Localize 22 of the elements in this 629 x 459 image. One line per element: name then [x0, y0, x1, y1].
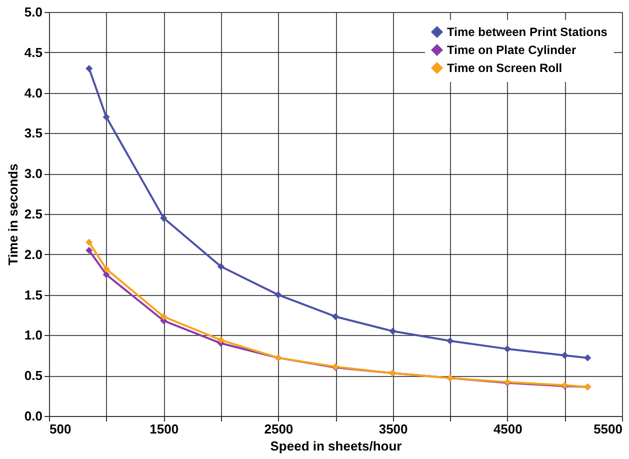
y-tick-label: 0.0 [24, 408, 42, 424]
y-axis-title: Time in seconds [5, 164, 20, 266]
y-tick-label: 1.0 [24, 328, 42, 343]
y-tick-label: 2.0 [24, 246, 42, 262]
y-tick-label: 1.5 [24, 287, 42, 302]
y-tick-label: 4.5 [24, 44, 42, 60]
x-tick-label: 5500 [594, 422, 622, 436]
x-tick-label: 2500 [264, 422, 294, 436]
y-tick-label: 0.5 [24, 368, 42, 384]
x-axis-title: Speed in sheets/hour [270, 438, 402, 454]
y-tick-label: 2.5 [24, 206, 42, 222]
y-tick-label: 3.5 [24, 126, 42, 141]
y-tick-label: 3.0 [24, 166, 42, 182]
x-tick-label: 500 [50, 422, 72, 436]
y-tick-label: 5.0 [24, 4, 42, 20]
x-tick-label: 3500 [378, 422, 408, 436]
x-tick-label: 1500 [150, 422, 179, 436]
legend-label: Time on Plate Cylinder [447, 43, 576, 57]
legend-label: Time between Print Stations [447, 25, 608, 39]
y-tick-label: 4.0 [24, 85, 42, 100]
legend-label: Time on Screen Roll [447, 61, 562, 75]
x-tick-label: 4500 [493, 422, 522, 436]
